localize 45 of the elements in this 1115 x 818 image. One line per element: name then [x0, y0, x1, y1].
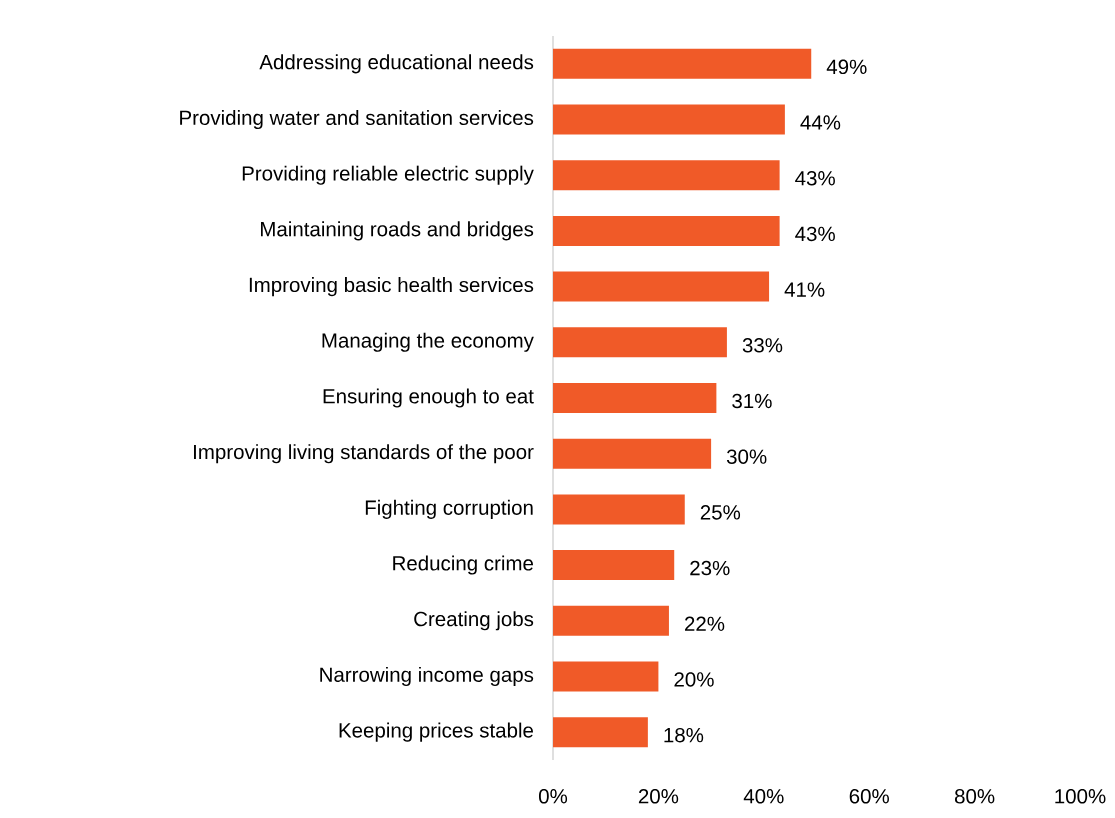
bar [553, 327, 727, 358]
bar [553, 438, 712, 469]
y-tick-label: Creating jobs [414, 611, 534, 631]
y-tick-label: Maintaining roads and bridges [261, 221, 534, 241]
data-label: 41% [784, 282, 825, 297]
x-tick-label: 0% [538, 789, 568, 804]
data-label: 18% [664, 727, 704, 743]
data-label: 43% [795, 226, 835, 242]
y-tick-label: Reducing crime [393, 555, 534, 575]
x-tick-label: 100% [1055, 789, 1106, 804]
data-label: 49% [826, 59, 867, 75]
data-label: 30% [726, 449, 767, 464]
data-label: 25% [700, 505, 741, 520]
bar [553, 48, 812, 79]
data-label: 33% [742, 338, 783, 353]
y-tick-label: Managing the economy [322, 332, 534, 352]
y-tick-label: Providing water and sanitation services [180, 109, 534, 130]
bar [553, 382, 717, 413]
x-tick-label: 20% [638, 789, 679, 804]
bar [553, 104, 785, 135]
bar [553, 215, 780, 246]
bar [553, 494, 685, 525]
x-tick-label: 80% [954, 789, 995, 804]
data-label: 43% [795, 170, 835, 186]
y-tick-label: Ensuring enough to eat [323, 388, 534, 408]
y-tick-label: Addressing educational needs [259, 54, 534, 74]
data-label: 20% [674, 672, 714, 687]
y-tick-label: Keeping prices stable [339, 722, 534, 742]
bar [553, 605, 669, 636]
data-label: 44% [800, 115, 841, 130]
bar [553, 550, 675, 581]
y-tick-label: Fighting corruption [365, 499, 533, 519]
x-tick-label: 40% [743, 789, 784, 804]
bar [553, 160, 780, 191]
data-label: 31% [732, 393, 772, 409]
y-tick-label: Improving living standards of the poor [194, 444, 534, 464]
y-tick-label: Improving basic health services [249, 277, 534, 297]
data-label: 23% [690, 560, 730, 576]
x-tick-label: 60% [849, 789, 889, 804]
data-label: 22% [685, 616, 725, 631]
y-tick-label: Providing reliable electric supply [242, 165, 534, 185]
y-tick-label: Narrowing income gaps [320, 666, 534, 687]
bar [553, 271, 770, 302]
bar [553, 717, 648, 748]
bar [553, 661, 659, 692]
